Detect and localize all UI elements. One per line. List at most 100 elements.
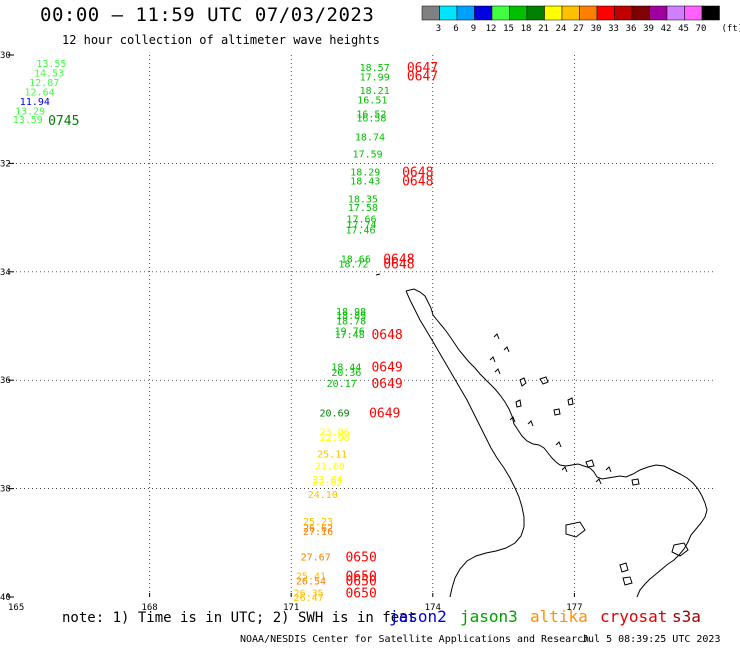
swh-reading: 12.87	[29, 78, 59, 89]
swh-reading: 17.48	[335, 330, 365, 341]
swh-reading: 19.76	[335, 326, 365, 337]
swh-reading: 18.35	[348, 195, 378, 206]
legend-swatch	[649, 5, 668, 21]
cape-reinga-tip	[375, 273, 381, 276]
legend-swatch	[666, 5, 685, 21]
pass-time-label: 0648	[371, 328, 402, 343]
swh-reading: 22.62	[312, 478, 342, 489]
legend-label: 33	[608, 24, 619, 34]
swh-reading: 18.98	[336, 307, 366, 318]
legend-swatch	[526, 5, 545, 21]
legend-swatch	[701, 5, 720, 21]
legend-label: 45	[678, 24, 689, 34]
legend-label: 27	[573, 24, 584, 34]
legend-label: 3	[436, 24, 441, 34]
lon-tick-label: 174	[425, 603, 441, 613]
satellite-altika: altika	[530, 607, 588, 626]
pass-time-label: 0745	[48, 114, 79, 129]
legend-label: 39	[643, 24, 654, 34]
legend-label: 6	[453, 24, 458, 34]
lon-tick-label: 171	[283, 603, 299, 613]
swh-reading: 25.23	[303, 517, 333, 528]
swh-reading: 18.78	[336, 317, 366, 328]
legend-label: 30	[591, 24, 602, 34]
footnote: note: 1) Time is in UTC; 2) SWH is in fe…	[62, 610, 417, 626]
hauraki-islands	[515, 376, 574, 416]
swh-reading: 26.35	[294, 589, 324, 600]
page-subtitle: 12 hour collection of altimeter wave hei…	[62, 33, 380, 47]
swh-reading: 17.74	[346, 220, 376, 231]
lon-tick-label: 168	[141, 603, 157, 613]
pass-time-label: 0649	[371, 361, 402, 376]
legend-swatch	[684, 5, 703, 21]
lon-tick-label: 165	[8, 603, 24, 613]
satellite-jason2: jason2	[389, 607, 447, 626]
swh-reading: 17.59	[353, 150, 383, 161]
legend-swatch	[456, 5, 475, 21]
swh-reading: 26.62	[303, 524, 333, 535]
pass-time-label: 0647	[407, 61, 438, 76]
lat-tick-label: 36	[0, 376, 11, 386]
swh-reading: 17.46	[345, 226, 375, 237]
lat-tick-label: 38	[0, 485, 11, 495]
swh-reading: 25.41	[296, 571, 326, 582]
legend-label: 24	[556, 24, 567, 34]
swh-reading: 21.60	[315, 461, 345, 472]
legend-unit: (ft)	[722, 24, 740, 34]
credit-line: NOAA/NESDIS Center for Satellite Applica…	[240, 634, 590, 645]
pass-time-label: 0650	[345, 550, 376, 565]
swh-reading: 24.10	[308, 490, 338, 501]
legend-swatch	[544, 5, 563, 21]
legend-swatch	[614, 5, 633, 21]
swh-reading: 18.72	[338, 260, 368, 271]
legend-label: 21	[538, 24, 549, 34]
lat-lon-grid: 165 168 171 174 177 30 32 34 36 38 40	[0, 51, 716, 613]
pass-time-label: 0648	[383, 258, 414, 273]
pass-time-label: 0650	[345, 569, 376, 584]
satellite-s3a: s3a	[672, 607, 701, 626]
swh-reading: 27.67	[301, 552, 331, 563]
swh-reading: 16.51	[357, 95, 387, 106]
swh-reading: 20.36	[331, 368, 361, 379]
legend-swatch	[439, 5, 458, 21]
pass-time-label: 0648	[383, 252, 414, 267]
legend-swatch	[579, 5, 598, 21]
pass-time-label: 0648	[402, 166, 433, 181]
swh-reading: 18.44	[331, 363, 361, 374]
swh-reading: 16.52	[356, 110, 386, 121]
swh-reading: 18.29	[350, 168, 380, 179]
legend-label: 36	[626, 24, 637, 34]
satellite-jason3: jason3	[460, 607, 518, 626]
swh-reading: 20.17	[327, 379, 357, 390]
legend-label: 12	[486, 24, 497, 34]
legend-swatch	[509, 5, 528, 21]
swh-reading: 18.89	[336, 311, 366, 322]
lat-tick-label: 34	[0, 268, 11, 278]
legend-swatch	[631, 5, 650, 21]
generated-timestamp: Jul 5 08:39:25 UTC 2023	[582, 634, 721, 645]
swh-reading: 17.66	[346, 215, 376, 226]
coast-detail-marks	[489, 333, 612, 485]
legend-swatch	[421, 5, 440, 21]
legend-swatch	[561, 5, 580, 21]
pass-time-label: 0649	[371, 377, 402, 392]
lat-tick-label: 32	[0, 159, 11, 169]
swh-reading: 18.66	[341, 254, 371, 265]
swh-reading: 17.99	[360, 73, 390, 84]
swh-reading: 25.11	[317, 449, 347, 460]
swh-reading: 18.21	[360, 86, 390, 97]
pass-time-label: 0647	[407, 70, 438, 85]
swh-reading: 16.58	[356, 113, 386, 124]
pass-time-label: 0648	[402, 175, 433, 190]
legend-swatch	[491, 5, 510, 21]
legend-label: 15	[503, 24, 514, 34]
swh-reading: 20.69	[320, 409, 350, 420]
legend-swatch	[596, 5, 615, 21]
swh-reading: 11.94	[20, 97, 50, 108]
swh-reading: 12.64	[25, 87, 55, 98]
swh-reading: 18.43	[350, 177, 380, 188]
swh-reading: 13.29	[15, 106, 45, 117]
swh-reading: 17.58	[348, 203, 378, 214]
